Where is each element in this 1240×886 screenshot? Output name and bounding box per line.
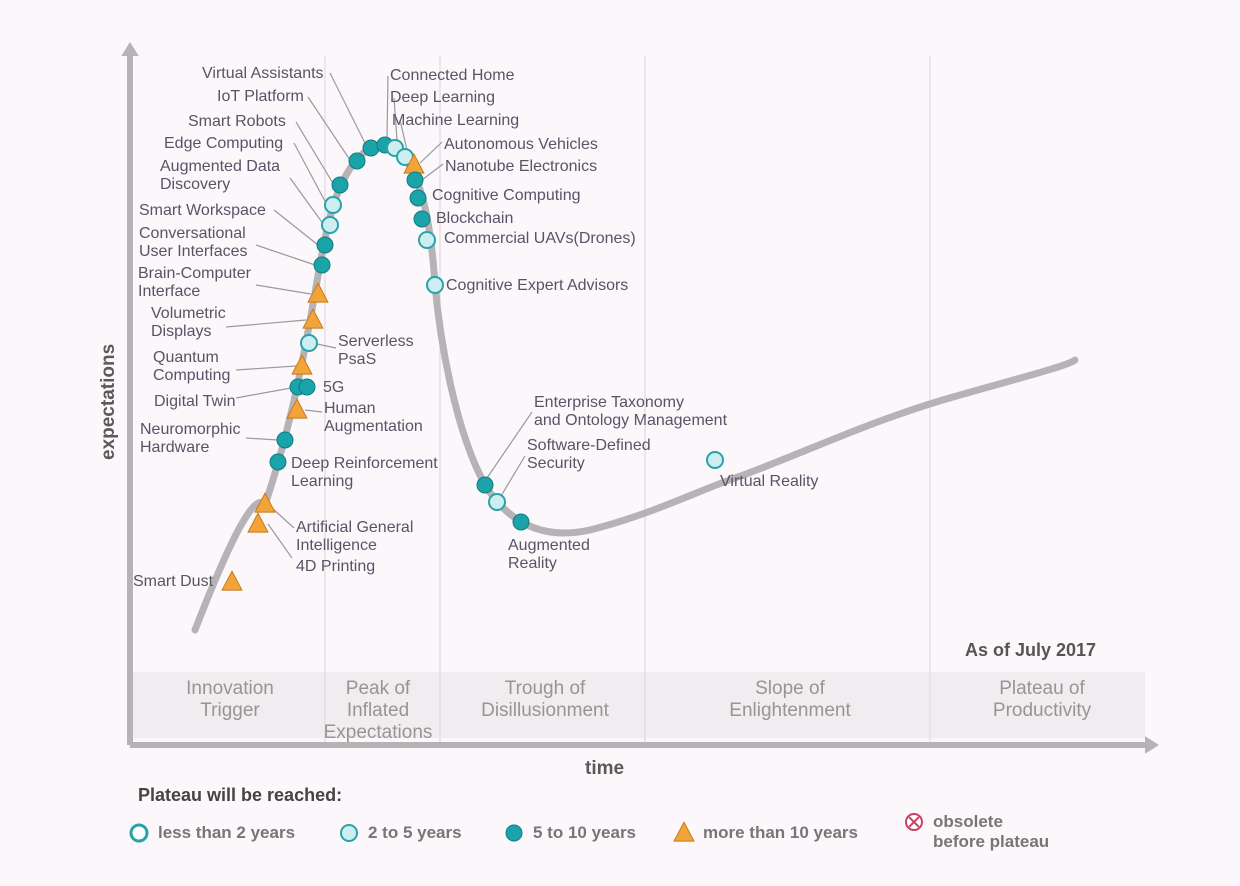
x-axis-label: time <box>585 758 624 780</box>
tech-label: ConversationalUser Interfaces <box>139 225 229 262</box>
tech-label: IoT Platform <box>217 88 307 106</box>
phase-label: Trough ofDisillusionment <box>455 678 635 722</box>
tech-label: 5G <box>323 379 344 397</box>
tech-label: Blockchain <box>436 210 513 228</box>
tech-label: NeuromorphicHardware <box>140 421 230 458</box>
tech-label: Deep ReinforcementLearning <box>291 455 438 492</box>
tech-label: Autonomous Vehicles <box>444 136 598 154</box>
tech-label: Machine Learning <box>392 112 519 130</box>
tech-label: Cognitive Expert Advisors <box>446 277 628 295</box>
tech-label: ServerlessPsaS <box>338 333 414 370</box>
phase-label: Peak ofInflatedExpectations <box>288 678 468 744</box>
tech-label: Brain-ComputerInterface <box>138 265 228 302</box>
tech-label: Virtual Reality <box>720 473 818 491</box>
tech-label: Smart Workspace <box>139 202 229 220</box>
tech-label: Smart Robots <box>188 113 278 131</box>
phase-label: Plateau ofProductivity <box>952 678 1132 722</box>
tech-label: Edge Computing <box>164 135 254 153</box>
legend-item: 2 to 5 years <box>368 823 462 843</box>
legend-title: Plateau will be reached: <box>138 785 342 806</box>
tech-label: Cognitive Computing <box>432 187 581 205</box>
legend-item: less than 2 years <box>158 823 295 843</box>
tech-label: Connected Home <box>390 67 515 85</box>
tech-label: AugmentedReality <box>508 537 590 574</box>
tech-label: Software-DefinedSecurity <box>527 437 651 474</box>
tech-label: Smart Dust <box>133 573 223 591</box>
tech-label: Augmented DataDiscovery <box>160 158 250 195</box>
tech-label: Artificial GeneralIntelligence <box>296 519 413 556</box>
tech-label: Nanotube Electronics <box>445 158 597 176</box>
legend-item: obsoletebefore plateau <box>933 812 1049 852</box>
tech-label: VolumetricDisplays <box>151 305 241 342</box>
hype-cycle-chart: { "chart":{ "type":"hype-cycle", "width"… <box>0 0 1240 886</box>
tech-label: Deep Learning <box>390 89 495 107</box>
tech-label: Digital Twin <box>154 393 244 411</box>
tech-label: Virtual Assistants <box>202 65 292 83</box>
tech-label: Commercial UAVs(Drones) <box>444 230 636 248</box>
legend-item: more than 10 years <box>703 823 858 843</box>
tech-label: QuantumComputing <box>153 349 243 386</box>
tech-label: Enterprise Taxonomyand Ontology Manageme… <box>534 394 727 431</box>
legend-item: 5 to 10 years <box>533 823 636 843</box>
tech-label: 4D Printing <box>296 558 375 576</box>
y-axis-label: expectations <box>98 344 120 460</box>
phase-label: Slope ofEnlightenment <box>700 678 880 722</box>
as-of-label: As of July 2017 <box>965 640 1096 661</box>
tech-label: HumanAugmentation <box>324 400 423 437</box>
